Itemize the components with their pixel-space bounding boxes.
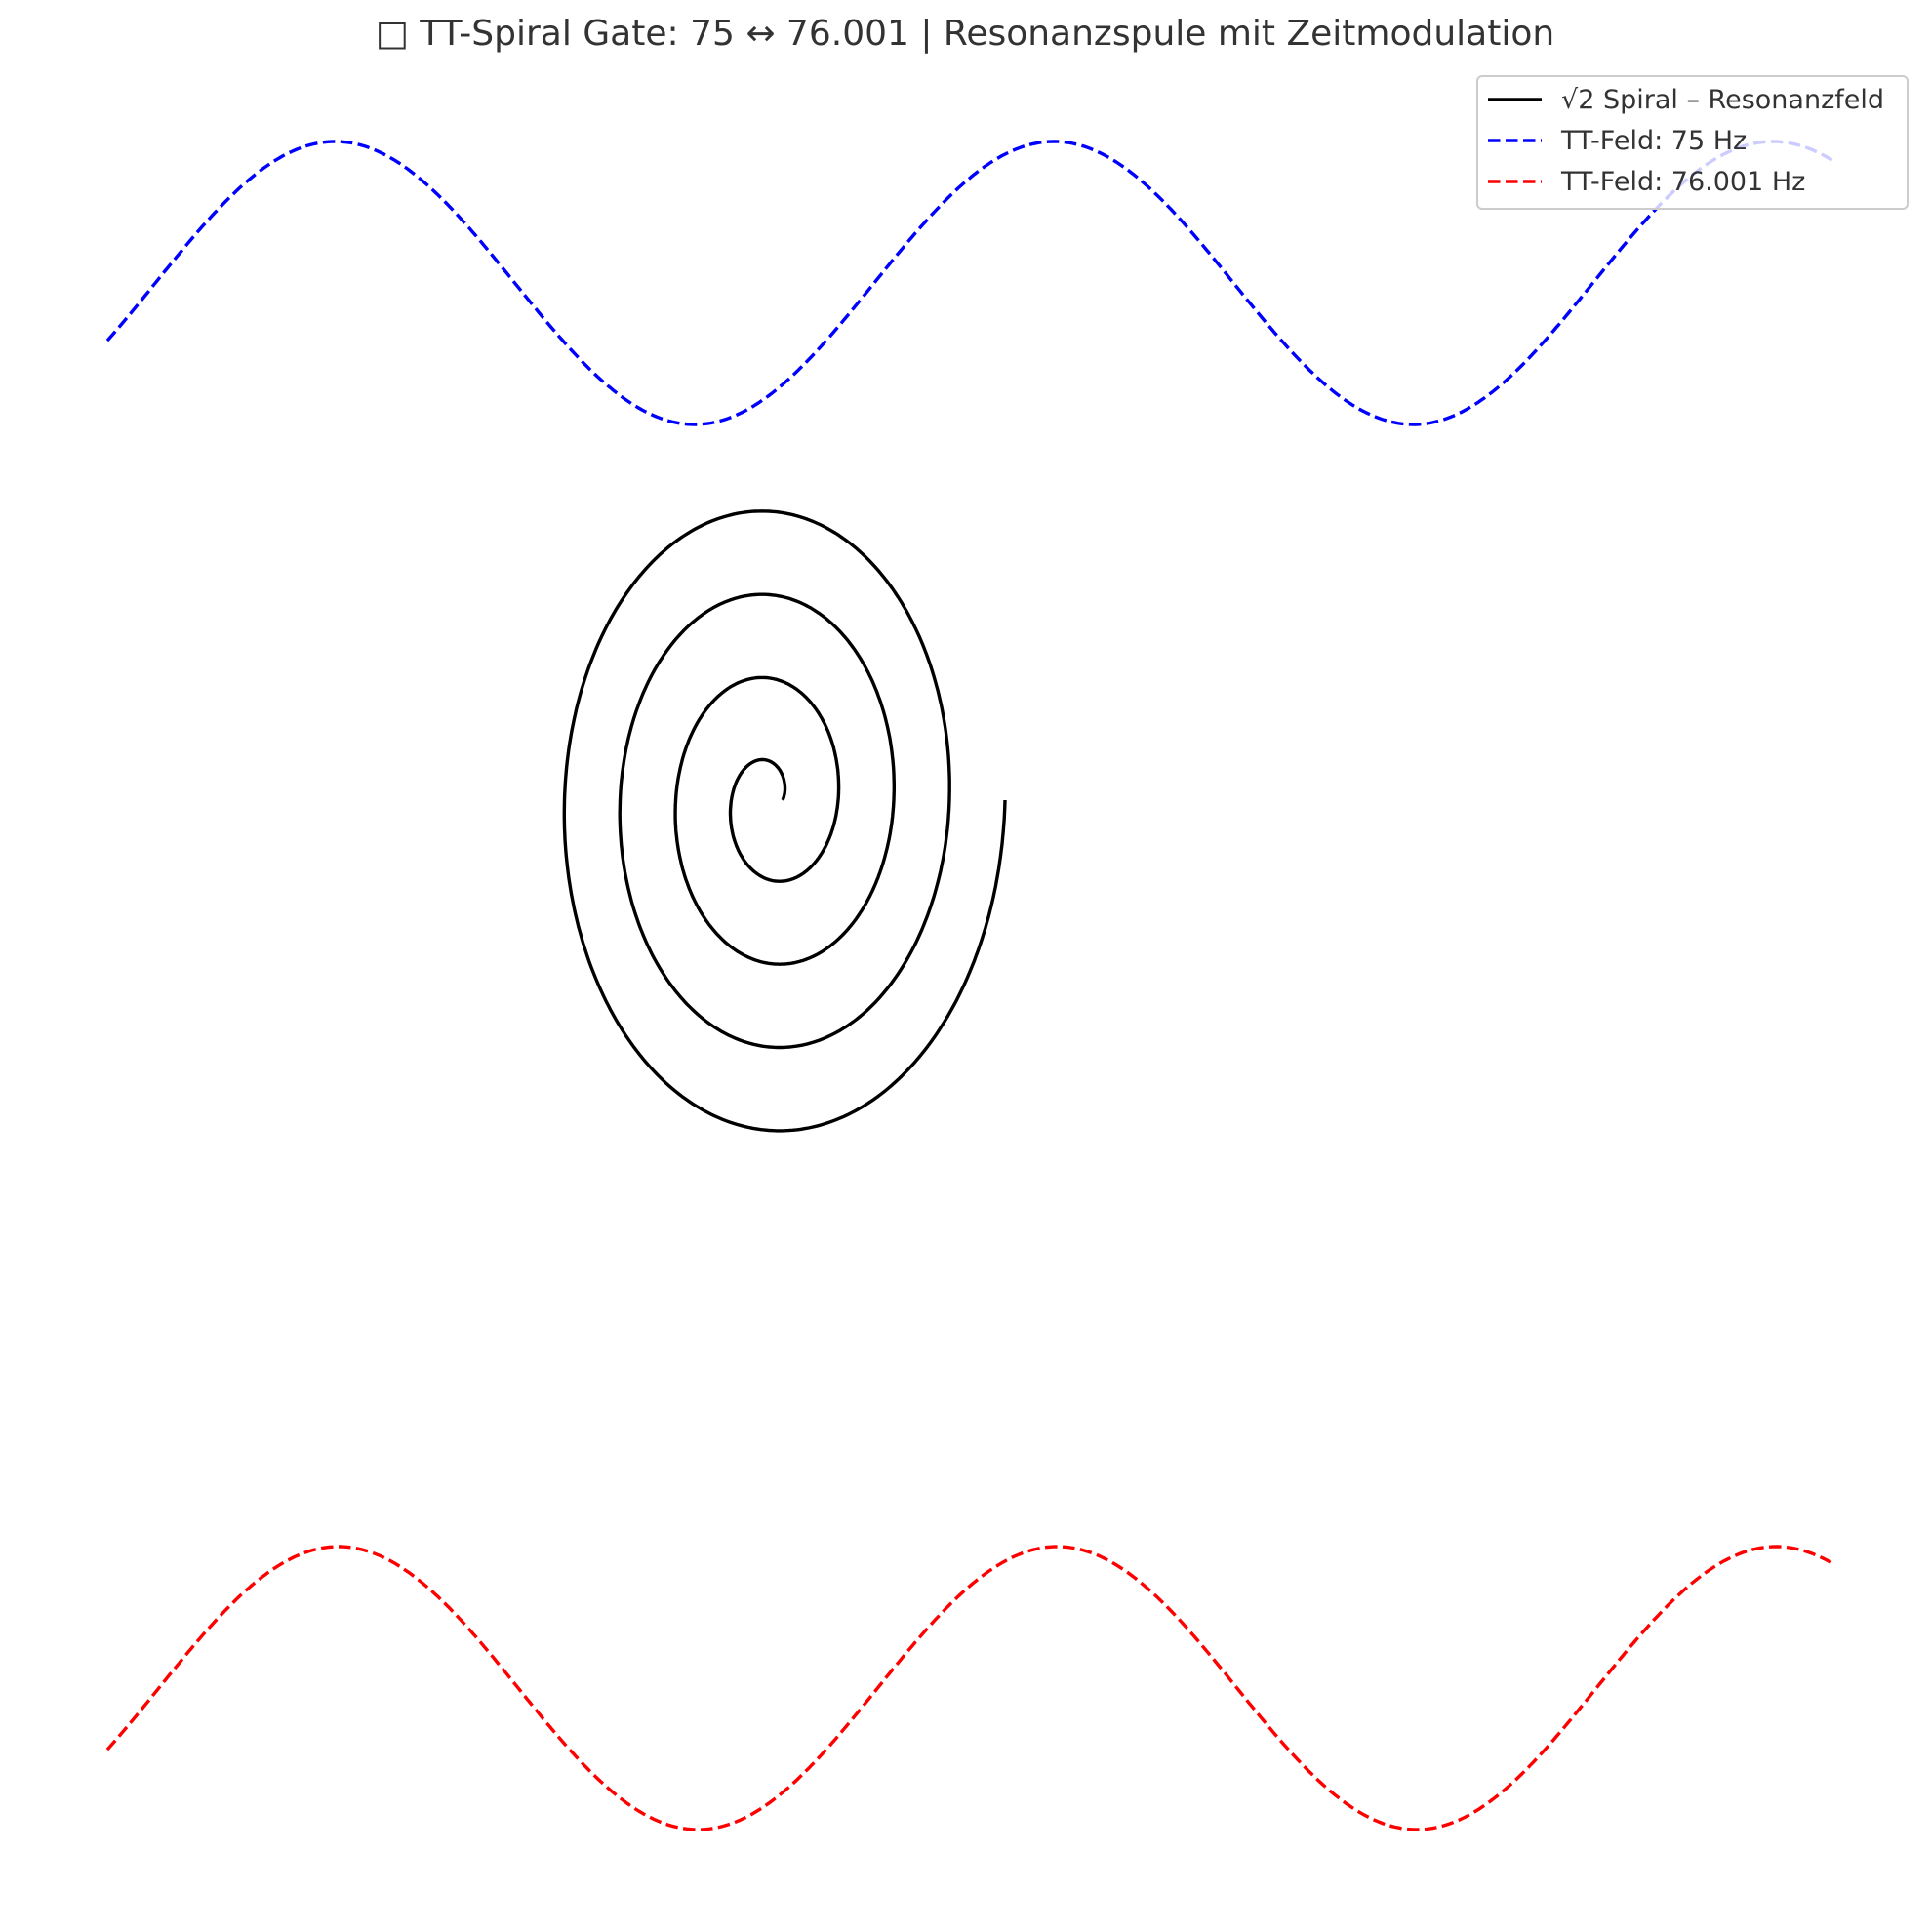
legend-label-tt-feld-76001: TT-Feld: 76.001 Hz (1560, 167, 1805, 197)
legend-box (1476, 75, 1909, 210)
series-line-spiral (562, 509, 1007, 1133)
legend-label-spiral: √2 Spiral – Resonanzfeld (1561, 85, 1884, 115)
series-line-tt-feld-75 (105, 140, 1833, 426)
legend: √2 Spiral – Resonanzfeld TT-Feld: 75 Hz … (1476, 75, 1909, 210)
chart-title: □ TT-Spiral Gate: 75 ↔ 76.001 | Resonanz… (376, 14, 1554, 54)
plot-area (105, 140, 1833, 1831)
legend-label-tt-feld-75: TT-Feld: 75 Hz (1560, 126, 1747, 156)
series-line-tt-feld-76001 (105, 1545, 1833, 1831)
